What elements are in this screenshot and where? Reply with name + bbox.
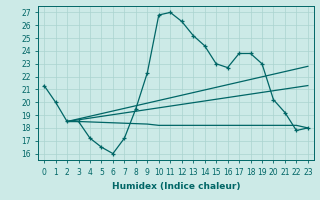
X-axis label: Humidex (Indice chaleur): Humidex (Indice chaleur) (112, 182, 240, 191)
